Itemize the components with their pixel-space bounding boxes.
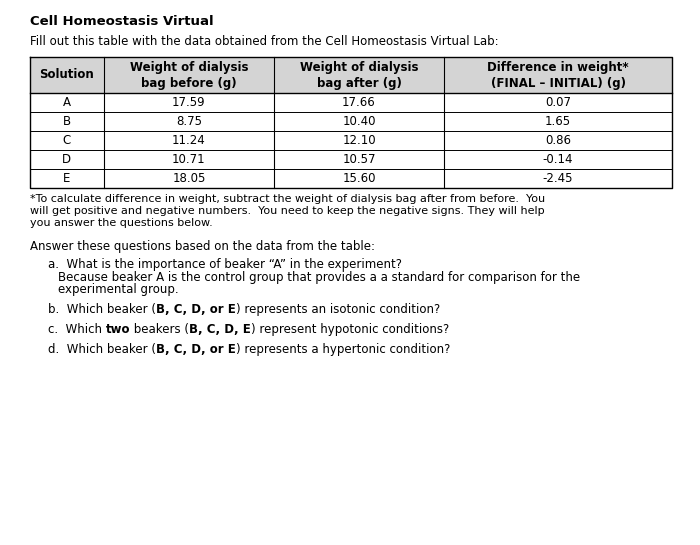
Text: 17.59: 17.59 — [172, 96, 206, 109]
Text: 17.66: 17.66 — [342, 96, 376, 109]
Text: 0.86: 0.86 — [545, 134, 571, 147]
Text: 10.71: 10.71 — [172, 153, 206, 166]
Text: experimental group.: experimental group. — [58, 283, 178, 296]
Bar — [30, 169, 672, 188]
Text: Difference in weight*
(FINAL – INITIAL) (g): Difference in weight* (FINAL – INITIAL) … — [487, 60, 629, 89]
Text: ) represent hypotonic conditions?: ) represent hypotonic conditions? — [251, 323, 449, 336]
Text: B, C, D, E: B, C, D, E — [189, 323, 251, 336]
Text: d.  Which beaker (: d. Which beaker ( — [48, 343, 156, 356]
Bar — [30, 112, 672, 131]
Bar — [30, 93, 672, 112]
Text: 15.60: 15.60 — [342, 172, 376, 185]
Text: c.  Which: c. Which — [48, 323, 106, 336]
Text: B, C, D, or E: B, C, D, or E — [156, 303, 236, 316]
Text: Solution: Solution — [39, 69, 95, 82]
Text: Because beaker A is the control group that provides a a standard for comparison : Because beaker A is the control group th… — [58, 271, 580, 284]
Text: you answer the questions below.: you answer the questions below. — [30, 218, 213, 228]
Text: Weight of dialysis
bag before (g): Weight of dialysis bag before (g) — [130, 60, 248, 89]
Text: Cell Homeostasis Virtual: Cell Homeostasis Virtual — [30, 15, 214, 28]
Text: D: D — [62, 153, 71, 166]
Text: 11.24: 11.24 — [172, 134, 206, 147]
Text: 12.10: 12.10 — [342, 134, 376, 147]
Text: two: two — [106, 323, 130, 336]
Text: 10.40: 10.40 — [342, 115, 376, 128]
Bar — [30, 131, 672, 150]
Text: 0.07: 0.07 — [545, 96, 571, 109]
Text: Answer these questions based on the data from the table:: Answer these questions based on the data… — [30, 240, 375, 253]
Text: 1.65: 1.65 — [545, 115, 571, 128]
Text: 8.75: 8.75 — [176, 115, 202, 128]
Text: Weight of dialysis
bag after (g): Weight of dialysis bag after (g) — [300, 60, 419, 89]
Text: A: A — [63, 96, 71, 109]
Text: 18.05: 18.05 — [172, 172, 206, 185]
Text: a.  What is the importance of beaker “A” in the experiment?: a. What is the importance of beaker “A” … — [48, 258, 402, 271]
Text: ) represents an isotonic condition?: ) represents an isotonic condition? — [236, 303, 440, 316]
Text: 10.57: 10.57 — [342, 153, 376, 166]
Text: B, C, D, or E: B, C, D, or E — [156, 343, 236, 356]
Text: -0.14: -0.14 — [542, 153, 573, 166]
Text: beakers (: beakers ( — [130, 323, 189, 336]
Bar — [30, 150, 672, 169]
Text: *To calculate difference in weight, subtract the weight of dialysis bag after fr: *To calculate difference in weight, subt… — [30, 194, 545, 204]
Text: ) represents a hypertonic condition?: ) represents a hypertonic condition? — [236, 343, 450, 356]
Text: E: E — [63, 172, 71, 185]
Text: B: B — [63, 115, 71, 128]
Text: b.  Which beaker (: b. Which beaker ( — [48, 303, 156, 316]
Text: will get positive and negative numbers.  You need to keep the negative signs. Th: will get positive and negative numbers. … — [30, 206, 545, 216]
Text: Fill out this table with the data obtained from the Cell Homeostasis Virtual Lab: Fill out this table with the data obtain… — [30, 35, 498, 48]
Bar — [30, 57, 672, 93]
Text: -2.45: -2.45 — [542, 172, 573, 185]
Text: C: C — [63, 134, 71, 147]
